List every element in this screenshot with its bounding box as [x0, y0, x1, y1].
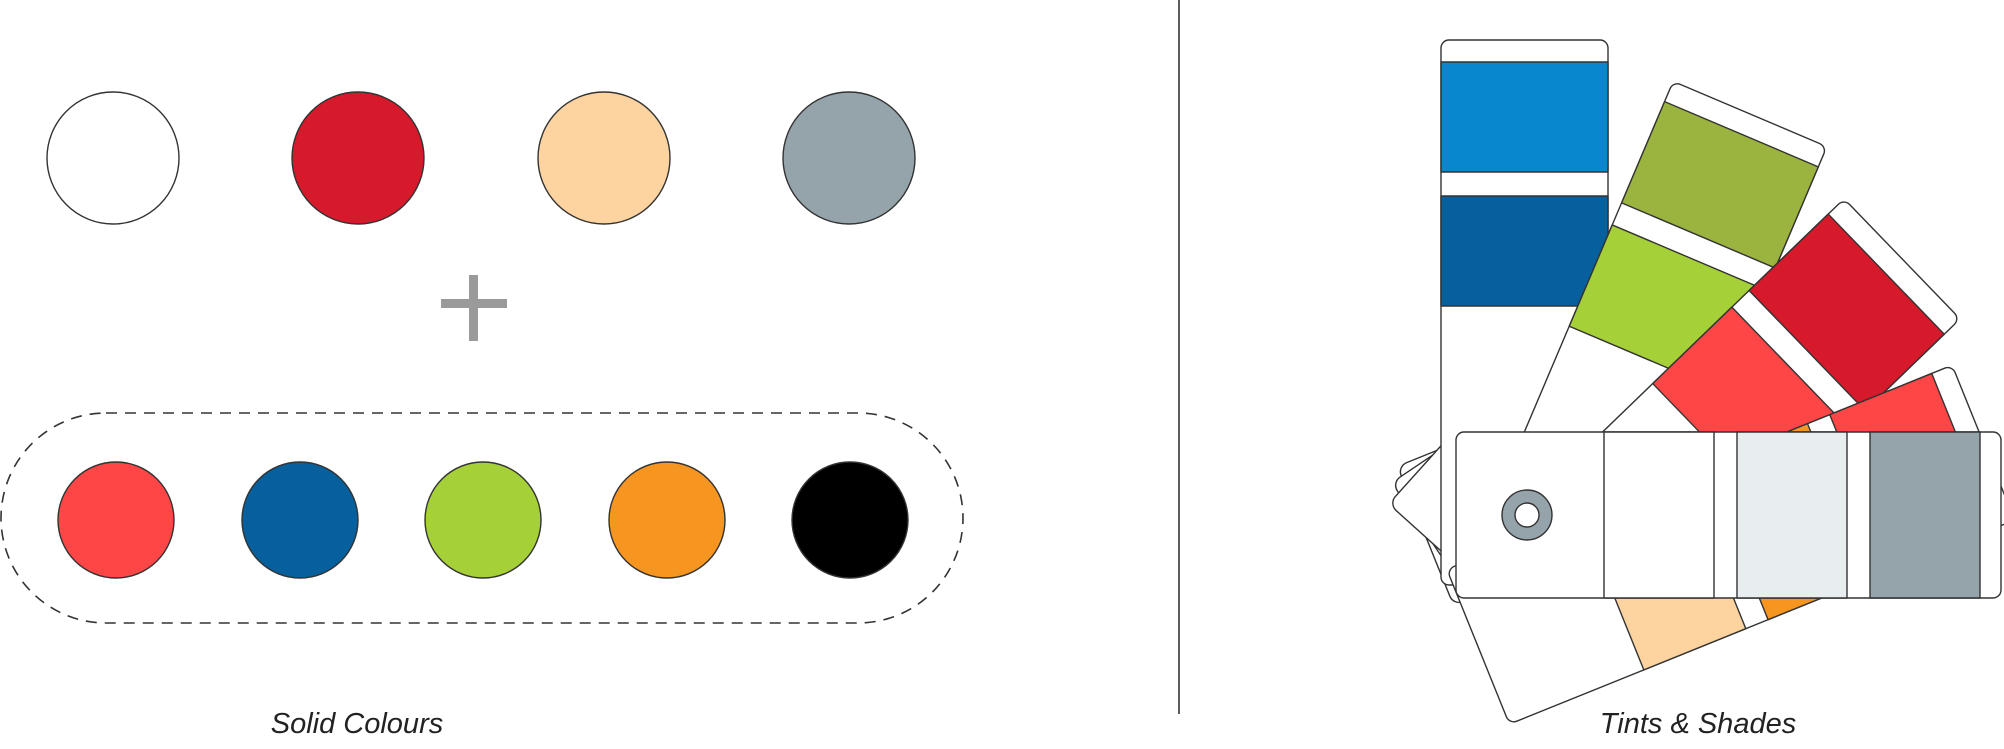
primary-swatch-white [46, 91, 180, 225]
blue-card-strip-2 [1440, 195, 1609, 307]
solid-colours-panel [0, 91, 964, 624]
accent-group-outline [0, 412, 964, 624]
grey-card-strip-3 [1869, 431, 1981, 599]
red-card-strip-1 [1748, 213, 1945, 412]
swatch-fan [1392, 39, 2004, 723]
blue-card-strip-1 [1440, 61, 1609, 173]
rivet-icon [1501, 489, 1553, 541]
primary-swatch-grey [782, 91, 916, 225]
green-card-strip-1 [1620, 100, 1820, 269]
primary-swatch-peach [537, 91, 671, 225]
solid-colours-caption: Solid Colours [270, 708, 444, 740]
accent-swatch-orange [608, 461, 726, 579]
primary-swatch-red [291, 91, 425, 225]
accent-swatch-navy-blue [241, 461, 359, 579]
tints-and-shades-caption: Tints & Shades [1599, 708, 1797, 740]
grey-card-strip-1 [1603, 431, 1715, 599]
grey-card-strip-2 [1736, 431, 1848, 599]
accent-swatch-black [791, 461, 909, 579]
accent-swatch-coral [57, 461, 175, 579]
plus-icon [441, 275, 507, 341]
primary-colour-row [46, 91, 916, 225]
accent-colour-row [57, 461, 909, 579]
accent-swatch-lime [424, 461, 542, 579]
swatch-card-grey [1455, 431, 2002, 599]
